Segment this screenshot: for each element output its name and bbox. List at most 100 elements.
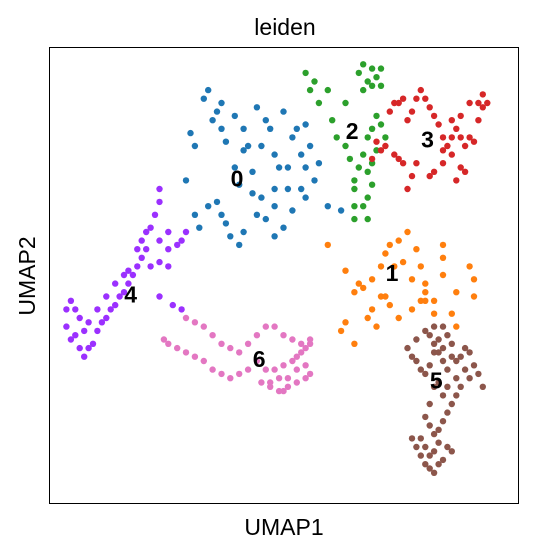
point-cluster-0 bbox=[284, 185, 292, 193]
point-cluster-3 bbox=[439, 147, 447, 154]
point-cluster-4 bbox=[125, 267, 132, 274]
point-cluster-3 bbox=[430, 168, 438, 175]
point-cluster-5 bbox=[422, 327, 429, 335]
point-cluster-0 bbox=[253, 211, 261, 218]
point-cluster-0 bbox=[205, 86, 212, 94]
point-cluster-4 bbox=[156, 198, 163, 206]
point-cluster-5 bbox=[439, 456, 447, 464]
point-cluster-0 bbox=[302, 121, 309, 128]
point-cluster-3 bbox=[484, 99, 491, 107]
point-cluster-0 bbox=[227, 233, 234, 240]
point-cluster-3 bbox=[457, 112, 464, 120]
point-cluster-4 bbox=[178, 306, 185, 313]
point-cluster-6 bbox=[275, 375, 283, 382]
cluster-label-0: 0 bbox=[231, 165, 244, 191]
point-cluster-3 bbox=[439, 160, 447, 167]
point-cluster-3 bbox=[453, 125, 460, 132]
point-cluster-6 bbox=[293, 379, 300, 386]
point-cluster-5 bbox=[430, 469, 438, 476]
point-cluster-1 bbox=[439, 254, 447, 261]
point-cluster-0 bbox=[249, 190, 256, 197]
point-cluster-1 bbox=[342, 267, 349, 274]
point-cluster-0 bbox=[196, 224, 203, 231]
point-cluster-2 bbox=[373, 74, 380, 81]
point-cluster-2 bbox=[360, 86, 367, 94]
point-cluster-5 bbox=[422, 413, 429, 421]
point-cluster-5 bbox=[475, 370, 482, 378]
point-cluster-5 bbox=[426, 452, 433, 459]
point-cluster-4 bbox=[76, 314, 83, 322]
point-cluster-4 bbox=[134, 246, 141, 253]
point-cluster-0 bbox=[293, 125, 300, 132]
point-cluster-5 bbox=[430, 340, 438, 347]
point-cluster-5 bbox=[453, 375, 460, 382]
point-cluster-2 bbox=[346, 155, 354, 163]
point-cluster-5 bbox=[404, 344, 411, 352]
point-cluster-2 bbox=[360, 151, 367, 158]
point-cluster-6 bbox=[284, 375, 292, 382]
point-cluster-5 bbox=[422, 461, 429, 468]
point-cluster-3 bbox=[391, 99, 398, 107]
point-cluster-4 bbox=[182, 228, 190, 236]
point-cluster-3 bbox=[417, 86, 424, 94]
point-cluster-5 bbox=[422, 443, 429, 451]
point-cluster-3 bbox=[386, 108, 393, 115]
point-cluster-2 bbox=[368, 65, 376, 72]
point-cluster-1 bbox=[351, 340, 358, 347]
point-cluster-3 bbox=[426, 104, 433, 111]
point-cluster-6 bbox=[258, 379, 265, 386]
point-cluster-4 bbox=[81, 327, 88, 335]
point-cluster-3 bbox=[377, 147, 385, 154]
point-cluster-0 bbox=[222, 138, 230, 145]
point-cluster-0 bbox=[258, 194, 265, 201]
point-cluster-2 bbox=[351, 185, 358, 193]
point-cluster-6 bbox=[267, 379, 274, 386]
point-cluster-6 bbox=[227, 375, 234, 382]
point-cluster-0 bbox=[262, 215, 269, 223]
point-cluster-2 bbox=[324, 86, 331, 94]
point-cluster-0 bbox=[222, 220, 230, 227]
point-cluster-0 bbox=[289, 207, 296, 214]
point-cluster-4 bbox=[125, 280, 132, 287]
point-cluster-5 bbox=[453, 392, 460, 399]
point-cluster-0 bbox=[280, 224, 287, 231]
point-cluster-3 bbox=[475, 99, 482, 107]
point-cluster-5 bbox=[457, 353, 464, 360]
point-cluster-0 bbox=[324, 203, 331, 210]
point-cluster-0 bbox=[258, 142, 265, 150]
point-cluster-0 bbox=[289, 134, 296, 141]
point-cluster-3 bbox=[382, 142, 389, 150]
point-cluster-1 bbox=[368, 276, 376, 283]
point-cluster-5 bbox=[466, 349, 473, 356]
point-cluster-6 bbox=[182, 314, 190, 322]
point-cluster-6 bbox=[174, 344, 181, 352]
point-cluster-4 bbox=[174, 241, 181, 249]
point-cluster-3 bbox=[408, 108, 416, 115]
point-cluster-4 bbox=[156, 258, 163, 266]
point-cluster-1 bbox=[430, 297, 438, 304]
point-cluster-3 bbox=[457, 134, 464, 141]
point-cluster-3 bbox=[395, 99, 402, 107]
point-cluster-4 bbox=[165, 228, 172, 236]
point-cluster-5 bbox=[479, 383, 486, 390]
point-cluster-0 bbox=[200, 95, 207, 102]
point-cluster-4 bbox=[156, 185, 163, 193]
point-cluster-2 bbox=[351, 177, 358, 184]
point-cluster-0 bbox=[205, 203, 212, 210]
point-cluster-6 bbox=[298, 349, 305, 356]
point-cluster-0 bbox=[306, 142, 314, 150]
point-cluster-1 bbox=[382, 293, 389, 300]
point-cluster-0 bbox=[271, 185, 278, 193]
point-cluster-1 bbox=[466, 263, 473, 270]
point-cluster-2 bbox=[360, 203, 367, 210]
point-cluster-6 bbox=[298, 340, 305, 347]
point-cluster-3 bbox=[461, 142, 469, 150]
point-cluster-3 bbox=[479, 91, 486, 98]
point-cluster-0 bbox=[280, 108, 287, 115]
point-cluster-0 bbox=[271, 233, 278, 240]
point-cluster-1 bbox=[413, 246, 420, 253]
point-cluster-1 bbox=[377, 263, 385, 270]
point-cluster-6 bbox=[302, 362, 309, 369]
point-cluster-1 bbox=[342, 319, 349, 326]
point-cluster-4 bbox=[129, 271, 137, 279]
